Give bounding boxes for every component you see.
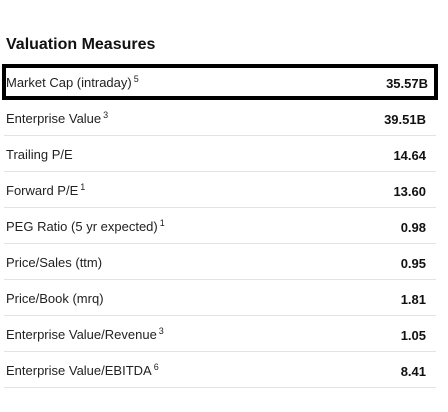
row-value: 14.64 — [393, 148, 426, 163]
table-row-trailing-pe: Trailing P/E 14.64 — [4, 136, 436, 172]
row-value: 0.95 — [400, 256, 426, 271]
footnote-marker[interactable]: 3 — [158, 326, 164, 336]
table-row-price-book: Price/Book (mrq) 1.81 — [4, 280, 436, 316]
row-label: Enterprise Value/EBITDA 6 — [6, 362, 159, 379]
section-title: Valuation Measures — [6, 36, 156, 53]
row-label: Enterprise Value 3 — [6, 110, 109, 127]
footnote-marker[interactable]: 1 — [80, 182, 86, 192]
row-label: Price/Book (mrq) — [6, 291, 104, 306]
row-value: 1.81 — [400, 292, 426, 307]
table-row-peg-ratio: PEG Ratio (5 yr expected) 1 0.98 — [4, 208, 436, 244]
footnote-marker[interactable]: 1 — [159, 218, 165, 228]
row-value: 13.60 — [393, 184, 426, 199]
table-row-ev-revenue: Enterprise Value/Revenue 3 1.05 — [4, 316, 436, 352]
table-row-ev-ebitda: Enterprise Value/EBITDA 6 8.41 — [4, 352, 436, 388]
table-row-market-cap: Market Cap (intraday) 5 35.57B — [2, 64, 438, 100]
row-label: Enterprise Value/Revenue 3 — [6, 326, 164, 343]
row-label: Price/Sales (ttm) — [6, 255, 103, 270]
footnote-marker[interactable]: 6 — [153, 362, 159, 372]
table-row-price-sales: Price/Sales (ttm) 0.95 — [4, 244, 436, 280]
table-row-enterprise-value: Enterprise Value 3 39.51B — [4, 100, 436, 136]
row-label: PEG Ratio (5 yr expected) 1 — [6, 218, 165, 235]
row-value: 8.41 — [400, 364, 426, 379]
row-value: 35.57B — [386, 76, 428, 91]
valuation-table: Market Cap (intraday) 5 35.57B Enterprise… — [2, 64, 438, 388]
row-value: 39.51B — [384, 112, 426, 127]
table-row-forward-pe: Forward P/E 1 13.60 — [4, 172, 436, 208]
row-label: Market Cap (intraday) 5 — [6, 74, 139, 91]
row-value: 0.98 — [400, 220, 426, 235]
footnote-marker[interactable]: 3 — [103, 110, 109, 120]
row-label: Trailing P/E — [6, 147, 73, 162]
row-label: Forward P/E 1 — [6, 182, 86, 199]
footnote-marker[interactable]: 5 — [133, 74, 139, 84]
row-value: 1.05 — [400, 328, 426, 343]
